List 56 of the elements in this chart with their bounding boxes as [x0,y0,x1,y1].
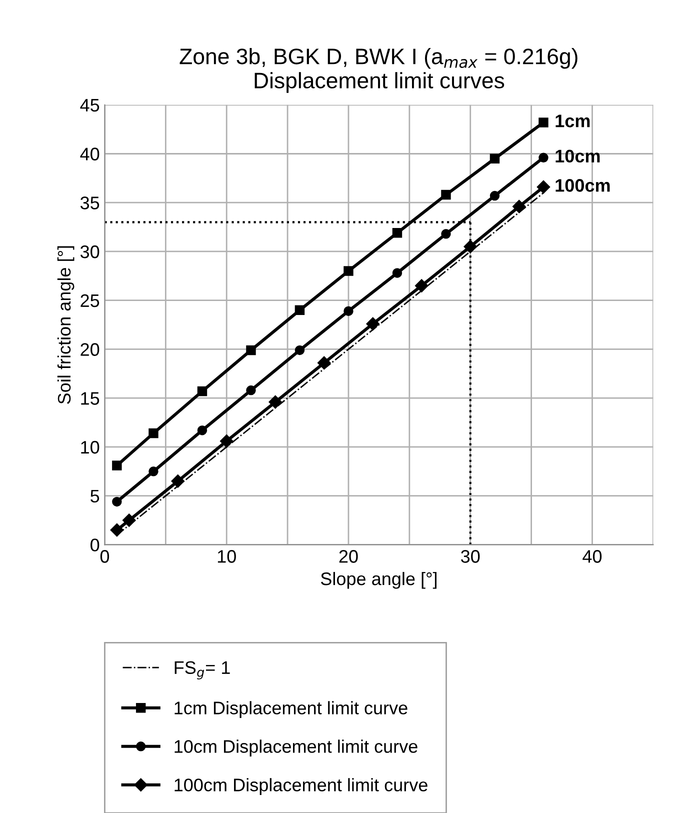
point [246,345,256,356]
point [112,460,122,470]
chart-title: Zone 3b, BGK D, BWK I (a$_{max}$ = 0.216g) Displacement limit curves [180,48,578,93]
point [490,154,500,164]
y-tick-label: 45 [80,99,100,112]
point [268,395,282,409]
point [197,386,208,396]
point [171,474,184,488]
y-tick-label: 10 [81,440,100,454]
point [344,306,354,316]
y-tick-label: 35 [80,196,100,210]
point [122,514,136,527]
point [392,228,402,238]
x-axis-title: Slope angle [°] [320,572,436,589]
legend-label: 10cm Displacement limit curve [174,740,418,756]
point [148,428,158,438]
point [490,190,500,201]
point [344,266,354,276]
point [246,385,256,396]
point [220,434,234,448]
annotation: 10cm [556,150,600,163]
point [441,190,451,200]
y-axis-title: Soil friction angle [°] [57,246,74,404]
point [318,356,331,370]
point [538,118,548,128]
y-tick-label: 20 [80,343,100,356]
y-tick-label: 5 [90,490,100,503]
annotation: 100cm [556,179,610,192]
point [415,279,428,292]
point [512,200,526,214]
annotation: 1cm [556,114,590,128]
x-tick-label: 20 [339,550,358,563]
point [392,268,402,278]
point [464,240,477,254]
legend-label: 100cm Displacement limit curve [174,778,428,795]
x-tick-label: 30 [461,550,480,563]
point [294,345,305,356]
y-tick-label: 0 [90,538,100,552]
y-tick-label: 30 [80,245,100,258]
x-tick-label: 10 [218,550,236,563]
point [538,152,548,163]
point [148,466,158,476]
point [441,229,451,239]
point [197,425,208,436]
x-tick-label: 0 [100,550,110,563]
point [110,523,124,537]
point [536,180,550,194]
y-tick-label: 15 [81,392,100,405]
y-tick-label: 40 [80,148,100,160]
legend-label: FS$_{g}$= 1 [174,661,230,680]
point [112,496,122,507]
point [366,317,380,330]
x-tick-label: 40 [582,550,602,563]
y-tick-label: 25 [80,294,100,308]
legend-label: 1cm Displacement limit curve [174,701,408,718]
point [294,305,305,315]
